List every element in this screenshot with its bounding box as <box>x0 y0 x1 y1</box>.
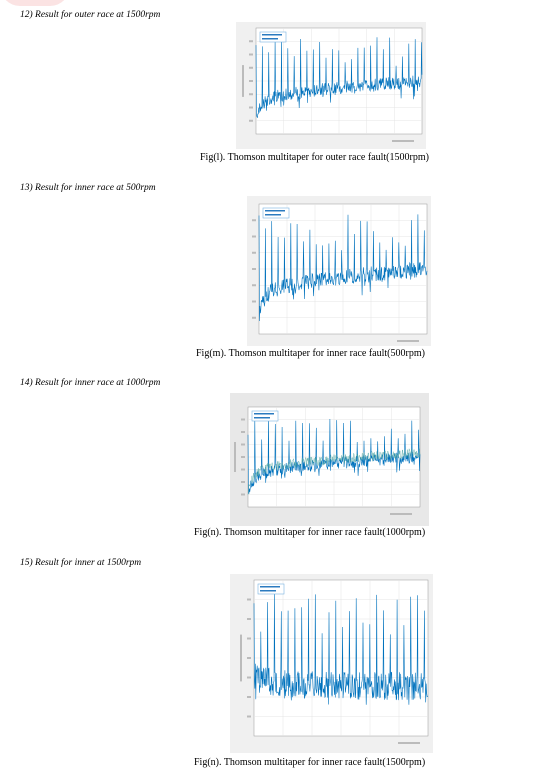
axis-tick-text <box>252 300 256 303</box>
data-tip <box>259 31 287 43</box>
data-tip-text <box>260 586 280 588</box>
figure-image <box>230 574 433 753</box>
axis-tick-text <box>247 657 251 659</box>
spectrum-line <box>253 593 429 705</box>
axis-tick-text <box>252 284 256 287</box>
axis-tick-text <box>241 481 245 483</box>
data-tip-text <box>262 38 278 40</box>
axis-tick-text <box>241 493 245 496</box>
axis-tick-text <box>247 715 251 718</box>
decoration <box>0 0 70 6</box>
section-heading: 15) Result for inner at 1500rpm <box>20 558 142 568</box>
axis-tick-text <box>249 53 253 56</box>
spectrum-line <box>255 37 423 118</box>
axis-label <box>392 140 414 142</box>
data-tip-text <box>260 590 276 592</box>
axis-tick-text <box>249 66 253 69</box>
axis-tick-text <box>247 676 251 679</box>
section-heading: 14) Result for inner race at 1000rpm <box>20 378 161 388</box>
axis-label <box>234 442 236 472</box>
data-tip <box>251 410 279 422</box>
axis-tick-text <box>241 418 245 421</box>
data-tip-text <box>262 34 282 36</box>
axis-tick-text <box>241 468 245 471</box>
figure-image <box>230 393 429 526</box>
axis-tick-text <box>247 598 251 601</box>
axis-tick-text <box>241 456 245 458</box>
data-tip <box>257 583 285 595</box>
data-tip-text <box>254 417 270 419</box>
axis-tick-text <box>247 637 251 640</box>
axis-tick-text <box>249 80 253 82</box>
section-heading: 12) Result for outer race at 1500rpm <box>20 10 161 20</box>
axis-tick-text <box>252 219 256 222</box>
axis-tick-text <box>241 431 245 433</box>
figure-image <box>247 196 431 346</box>
axis-tick-text <box>249 119 253 122</box>
axis-label <box>390 513 412 515</box>
figure-caption: Fig(n). Thomson multitaper for inner rac… <box>194 527 426 538</box>
data-tip <box>262 207 290 219</box>
data-tip-text <box>265 210 285 212</box>
spectrum-line <box>247 416 421 494</box>
axis-tick-text <box>241 443 245 446</box>
axis-label <box>398 742 420 744</box>
spectrum-line <box>258 214 428 322</box>
axis-tick-text <box>249 93 253 96</box>
axis-label <box>242 65 244 97</box>
figure-caption: Fig(n). Thomson multitaper for inner rac… <box>194 757 426 768</box>
axis-tick-text <box>247 696 251 698</box>
axis-tick-text <box>252 251 256 254</box>
axis-tick-text <box>247 618 251 620</box>
data-tip-text <box>254 413 274 415</box>
figure-image <box>236 22 426 149</box>
section-heading: 13) Result for inner race at 500rpm <box>20 183 156 193</box>
spectrum-line <box>247 447 421 495</box>
axis-tick-text <box>252 268 256 270</box>
axis-tick-text <box>249 106 253 109</box>
axis-label <box>397 340 419 342</box>
data-tip-text <box>265 214 281 216</box>
figure-caption: Fig(m). Thomson multitaper for inner rac… <box>196 348 425 359</box>
axis-tick-text <box>252 316 256 319</box>
axis-tick-text <box>252 235 256 238</box>
axis-tick-text <box>249 40 253 43</box>
figure-caption: Fig(l). Thomson multitaper for outer rac… <box>200 152 429 163</box>
axis-label <box>240 634 242 682</box>
